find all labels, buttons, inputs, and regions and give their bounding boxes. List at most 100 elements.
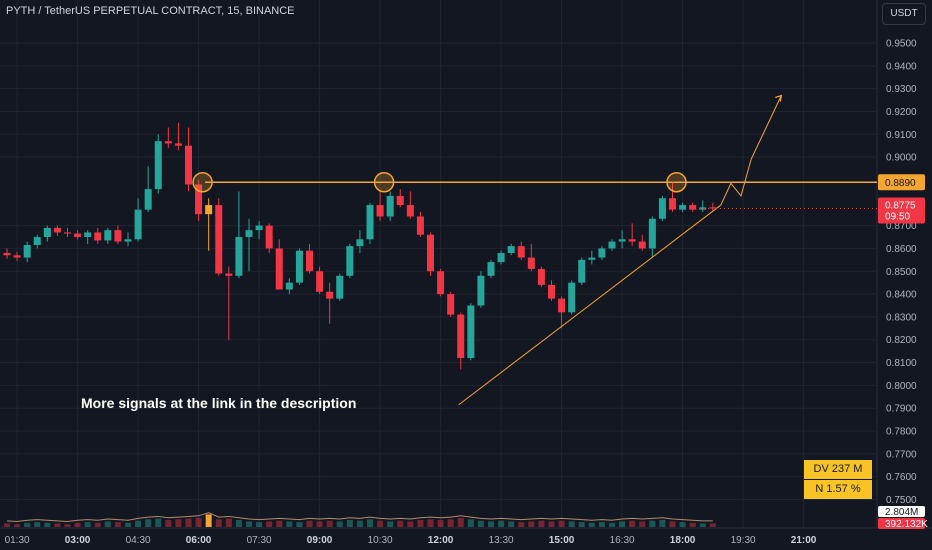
- candle-body: [669, 198, 676, 210]
- arrow-head: [775, 94, 783, 102]
- candle-body: [457, 314, 465, 358]
- volume-bar: [205, 514, 212, 527]
- volume-bar: [54, 523, 61, 527]
- candle-body: [94, 232, 102, 241]
- volume-bar: [4, 523, 10, 527]
- dv-stat-box: DV 237 M: [804, 460, 872, 479]
- volume-bar: [669, 521, 676, 527]
- volume-bar: [518, 522, 525, 527]
- y-tick-label: 0.7700: [886, 449, 917, 460]
- candle-body: [255, 225, 263, 231]
- volume-bar: [397, 520, 404, 527]
- volume-bar: [417, 520, 424, 527]
- y-tick-label: 0.9200: [886, 107, 917, 118]
- volume-bar: [498, 520, 505, 527]
- volume-bar: [659, 520, 666, 527]
- candle-body: [628, 239, 636, 242]
- volume-label-1: 2.804M: [885, 507, 918, 518]
- last-price-bg: [878, 197, 925, 224]
- candle-body: [548, 284, 555, 299]
- volume-ma-line: [6, 512, 713, 522]
- volume-bar: [689, 522, 696, 527]
- volume-bar: [598, 522, 605, 527]
- n-stat-box: N 1.57 %: [804, 480, 872, 499]
- y-tick-label: 0.9500: [886, 39, 917, 50]
- touch-circle: [192, 171, 213, 193]
- volume-bar: [387, 521, 394, 527]
- volume-bar: [225, 518, 232, 527]
- y-tick-label: 0.8400: [886, 290, 917, 301]
- volume-label-2-bg: [878, 518, 925, 529]
- countdown-label: 09:50: [885, 211, 910, 222]
- candle-body: [598, 248, 606, 258]
- candle-body: [527, 257, 535, 269]
- candle-body: [185, 145, 192, 185]
- candle-body: [154, 141, 162, 190]
- volume-bar: [316, 521, 323, 527]
- y-tick-label: 0.8000: [886, 381, 917, 392]
- volume-bar: [44, 522, 51, 527]
- volume-bar: [437, 520, 444, 527]
- x-tick-label: 13:30: [489, 535, 514, 546]
- y-tick-label: 0.7900: [886, 404, 917, 415]
- volume-bar: [336, 521, 343, 527]
- candle-body: [124, 239, 132, 242]
- candle-body: [689, 205, 697, 210]
- x-tick-label: 18:00: [670, 535, 696, 546]
- candle-body: [507, 246, 515, 253]
- volume-bar: [679, 522, 686, 527]
- candle-body: [164, 141, 172, 144]
- candle-body: [74, 233, 82, 238]
- candle-body: [658, 198, 666, 219]
- candle-body: [195, 184, 203, 215]
- candle-body: [416, 216, 424, 235]
- resistance-price-label: 0.8890: [885, 178, 916, 189]
- volume-bar: [558, 520, 565, 527]
- volume-bar: [538, 520, 545, 527]
- volume-bar: [477, 520, 484, 527]
- candle-body: [3, 252, 11, 256]
- y-tick-label: 0.9100: [886, 130, 917, 141]
- candle-body: [43, 227, 51, 238]
- volume-bar: [296, 522, 303, 527]
- volume-bar: [104, 521, 111, 527]
- candle-body: [144, 189, 152, 210]
- volume-bar: [215, 519, 222, 527]
- volume-bar: [609, 522, 615, 527]
- y-tick-label: 0.8500: [886, 267, 917, 278]
- volume-bar: [528, 521, 535, 527]
- volume-bar: [467, 519, 474, 527]
- volume-bar: [24, 522, 31, 527]
- x-tick-label: 04:30: [126, 535, 151, 546]
- x-tick-label: 01:30: [5, 535, 30, 546]
- candle-body: [285, 282, 293, 290]
- candle-body: [638, 241, 646, 249]
- volume-bar: [548, 521, 555, 527]
- candle-body: [245, 230, 253, 238]
- candle-body: [225, 273, 233, 276]
- volume-bar: [276, 520, 283, 527]
- y-tick-label: 0.9300: [886, 84, 917, 95]
- annotation-text: More signals at the link in the descript…: [81, 395, 357, 411]
- last-price-label: 0.8775: [885, 200, 916, 211]
- candle-body: [134, 209, 142, 240]
- volume-bar: [246, 521, 252, 527]
- touch-circle: [373, 171, 395, 193]
- candle-body: [265, 225, 273, 249]
- x-tick-label: 21:00: [791, 535, 817, 546]
- volume-bar: [125, 522, 131, 527]
- volume-bar: [34, 522, 41, 527]
- x-tick-label: 19:30: [731, 535, 756, 546]
- volume-bar: [619, 521, 626, 527]
- currency-button[interactable]: USDT: [882, 3, 926, 25]
- y-tick-label: 0.8100: [886, 358, 917, 369]
- y-tick-label: 0.7600: [886, 472, 917, 483]
- y-tick-label: 0.9400: [886, 61, 917, 72]
- x-tick-label: 07:30: [247, 535, 272, 546]
- candle-body: [437, 271, 445, 295]
- candle-body: [114, 230, 122, 242]
- y-tick-label: 0.7500: [886, 495, 917, 506]
- volume-bar: [629, 520, 636, 527]
- volume-bar: [346, 520, 353, 527]
